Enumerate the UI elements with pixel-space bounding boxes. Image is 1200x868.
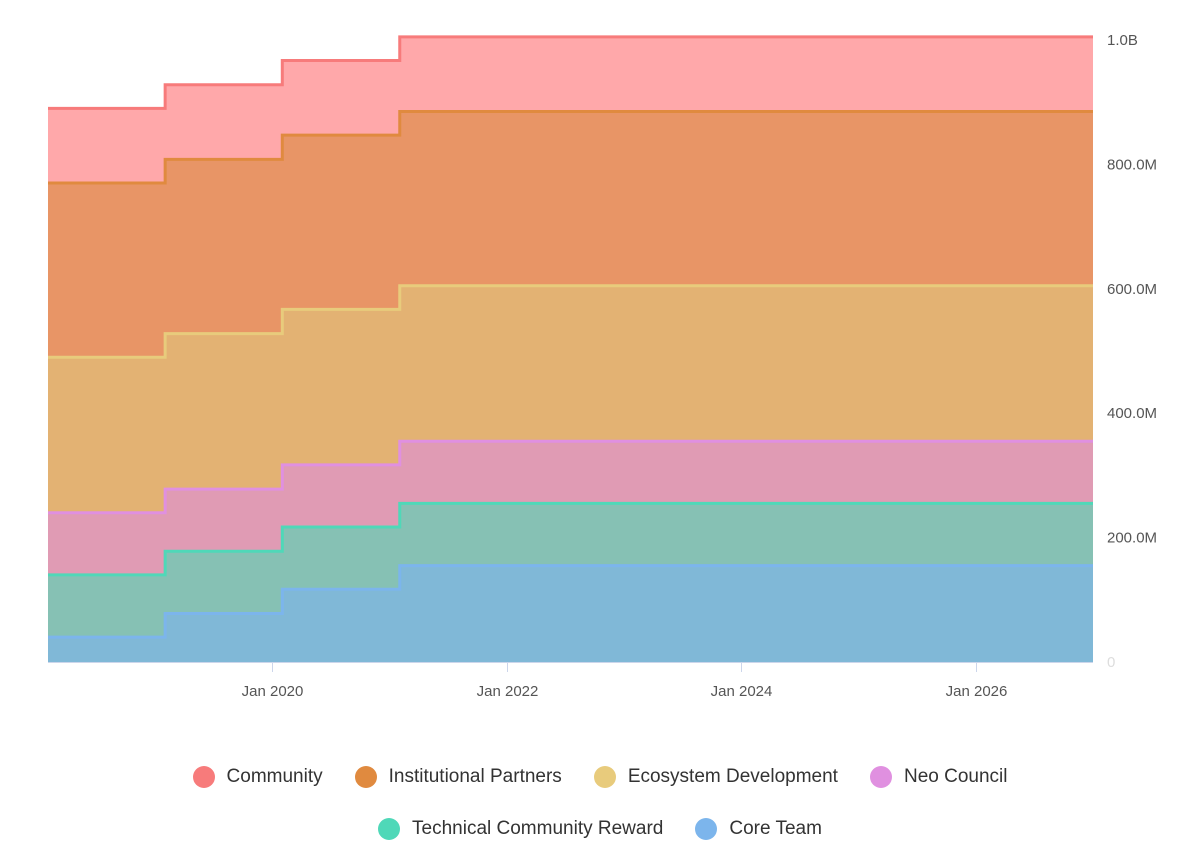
legend-item-core-team[interactable]: Core Team	[695, 818, 822, 840]
area-ecosystem-development[interactable]	[48, 285, 1093, 513]
area-community[interactable]	[48, 36, 1093, 184]
line-neo-council	[48, 439, 1093, 515]
y-tick-label: 400.0M	[1107, 405, 1157, 422]
line-community	[48, 35, 1093, 110]
legend-item-neo-council[interactable]: Neo Council	[869, 766, 1008, 788]
chart-areas	[48, 35, 1093, 662]
x-tick-label: Jan 2020	[242, 683, 304, 700]
legend-label: Institutional Partners	[388, 766, 562, 787]
legend-label: Neo Council	[903, 766, 1008, 787]
legend-item-ecosystem-development[interactable]: Ecosystem Development	[593, 766, 838, 788]
y-tick-label: 200.0M	[1107, 530, 1157, 547]
legend-marker	[192, 766, 215, 788]
legend-marker	[869, 766, 892, 788]
legend-row-1: Community Institutional Partners Ecosystem…	[0, 766, 1200, 788]
area-institutional-partners[interactable]	[48, 111, 1093, 358]
legend-item-technical-community-reward[interactable]: Technical Community Reward	[378, 818, 663, 840]
legend-item-institutional-partners[interactable]: Institutional Partners	[354, 766, 562, 788]
legend-label: Technical Community Reward	[412, 818, 664, 839]
legend-marker	[354, 766, 377, 788]
y-tick-label: 0	[1107, 654, 1115, 671]
legend-label: Ecosystem Development	[627, 766, 838, 787]
legend-marker	[378, 818, 401, 840]
line-institutional-partners	[48, 110, 1093, 185]
x-tick-label: Jan 2026	[946, 683, 1008, 700]
y-tick-label: 600.0M	[1107, 281, 1157, 298]
legend-label: Community	[226, 766, 323, 787]
area-technical-community-reward[interactable]	[48, 503, 1093, 638]
x-tick-label: Jan 2022	[477, 683, 539, 700]
y-tick-label: 800.0M	[1107, 156, 1157, 173]
chart-axes: Jan 2020 Jan 2022 Jan 2024 Jan 2026 0 200.0M 4…	[48, 32, 1157, 700]
legend-item-community[interactable]: Community	[192, 766, 323, 788]
legend-row-2: Technical Community Reward Core Team	[0, 818, 1200, 840]
y-tick-label: 1.0B	[1107, 32, 1138, 49]
x-tick-label: Jan 2024	[711, 683, 773, 700]
line-ecosystem-development	[48, 284, 1093, 359]
legend-label: Core Team	[729, 818, 822, 839]
legend-marker	[593, 766, 616, 788]
line-technical-community-reward	[48, 501, 1093, 577]
legend-marker	[695, 818, 718, 840]
line-core-team	[48, 564, 1093, 639]
area-neo-council[interactable]	[48, 441, 1093, 575]
